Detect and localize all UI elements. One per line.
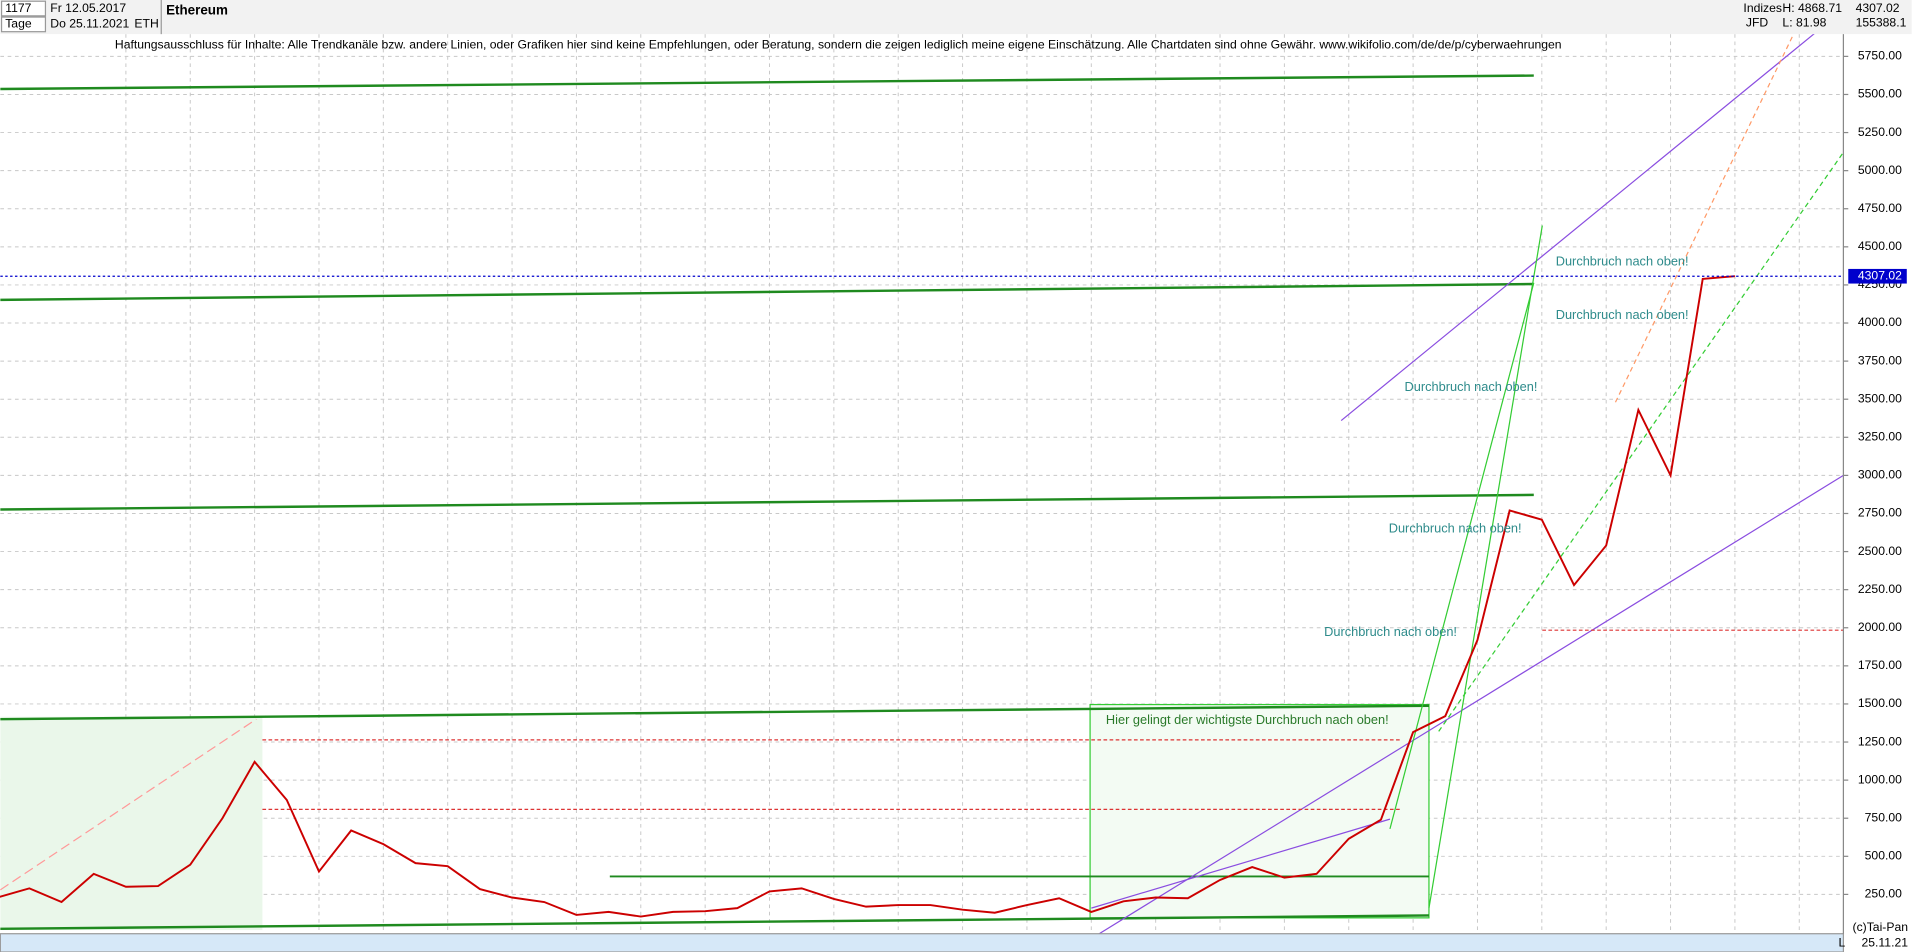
header-group: Indizes bbox=[1743, 1, 1782, 15]
header-volume: 155388.1 bbox=[1856, 15, 1907, 29]
header-last: 4307.02 bbox=[1856, 1, 1900, 15]
trend-line bbox=[0, 74, 1534, 91]
chart-title: Ethereum bbox=[166, 3, 228, 18]
y-axis-panel bbox=[1843, 34, 1912, 918]
channel-line bbox=[1438, 152, 1844, 732]
price-line bbox=[0, 275, 1735, 918]
footer: (c)Tai-Pan 25.11.21 L bbox=[0, 920, 1908, 952]
y-tick-label: 250.00 bbox=[1865, 887, 1902, 901]
grid bbox=[0, 34, 1844, 933]
field-box bbox=[0, 16, 47, 33]
y-tick-label: 2750.00 bbox=[1858, 506, 1902, 520]
y-tick-label: 2000.00 bbox=[1858, 620, 1902, 634]
last-price-box bbox=[1848, 268, 1907, 284]
header-low: L: 81.98 bbox=[1782, 15, 1826, 29]
y-tick-label: 2250.00 bbox=[1858, 582, 1902, 596]
zone bbox=[1089, 703, 1430, 919]
channel-line bbox=[0, 718, 257, 891]
y-tick-label: 3000.00 bbox=[1858, 468, 1902, 482]
y-tick-label: 1500.00 bbox=[1858, 696, 1902, 710]
copyright: (c)Tai-Pan bbox=[1853, 920, 1908, 934]
y-tick-label: 2500.00 bbox=[1858, 544, 1902, 558]
header-bar bbox=[0, 0, 1912, 35]
field-box bbox=[0, 0, 47, 17]
annotation: Durchbruch nach oben! bbox=[1405, 379, 1538, 394]
y-tick-label: 5750.00 bbox=[1858, 49, 1902, 63]
y-tick-label: 500.00 bbox=[1865, 849, 1902, 863]
header-high: H: 4868.71 bbox=[1782, 1, 1842, 15]
footer-scale: L bbox=[1839, 936, 1846, 950]
y-tick-label: 3250.00 bbox=[1858, 430, 1902, 444]
y-tick-label: 4000.00 bbox=[1858, 315, 1902, 329]
annotation: Durchbruch nach oben! bbox=[1556, 253, 1689, 268]
trend-line bbox=[0, 493, 1534, 511]
channel-line bbox=[1614, 24, 1799, 403]
y-tick-label: 4750.00 bbox=[1858, 201, 1902, 215]
channel-line bbox=[1389, 282, 1535, 830]
y-tick-label: 5000.00 bbox=[1858, 163, 1902, 177]
header-source: JFD bbox=[1746, 15, 1769, 29]
trend-line bbox=[0, 282, 1534, 302]
header: 1177 Fr 12.05.2017 Tage Do 25.11.2021 ET… bbox=[0, 0, 1912, 51]
annotation: Durchbruch nach oben! bbox=[1556, 307, 1689, 322]
annotation: Hier gelingt der wichtigste Durchbruch n… bbox=[1106, 712, 1389, 727]
header-from: Fr 12.05.2017 bbox=[50, 1, 126, 15]
channel-line bbox=[1091, 818, 1391, 909]
channel-line bbox=[1090, 474, 1844, 940]
y-tick-label: 1250.00 bbox=[1858, 734, 1902, 748]
y-tick-label: 5250.00 bbox=[1858, 125, 1902, 139]
y-tick-label: 3500.00 bbox=[1858, 391, 1902, 405]
y-axis: 250.00 500.00 750.00 1000.00 1250.00 1500.00 1… bbox=[1842, 34, 1912, 934]
trend-line bbox=[0, 914, 1429, 931]
annotation: Durchbruch nach oben! bbox=[1389, 520, 1522, 535]
footer-date: 25.11.21 bbox=[1862, 936, 1909, 950]
trend-line bbox=[0, 704, 1429, 721]
annotation: Durchbruch nach oben! bbox=[1324, 624, 1457, 639]
disclaimer: Haftungsausschluss für Inhalte: Alle Tre… bbox=[115, 37, 1562, 51]
header-to: Do 25.11.2021 bbox=[50, 17, 129, 31]
channel-line bbox=[1340, 26, 1824, 422]
y-tick-label: 3750.00 bbox=[1858, 353, 1902, 367]
y-tick-label: 1750.00 bbox=[1858, 658, 1902, 672]
y-tick-label: 4500.00 bbox=[1858, 239, 1902, 253]
y-tick-label: 750.00 bbox=[1865, 810, 1902, 824]
x-axis-bar bbox=[0, 933, 1845, 952]
header-id: 1177 bbox=[5, 1, 31, 15]
header-period: Tage bbox=[5, 17, 32, 31]
y-tick-label: 5500.00 bbox=[1858, 87, 1902, 101]
header-symbol: ETH bbox=[134, 17, 158, 31]
y-tick-label: 1000.00 bbox=[1858, 772, 1902, 786]
zone bbox=[0, 716, 263, 931]
channel-line bbox=[1428, 225, 1543, 909]
last-price-label: 4307.02 bbox=[1858, 268, 1902, 282]
